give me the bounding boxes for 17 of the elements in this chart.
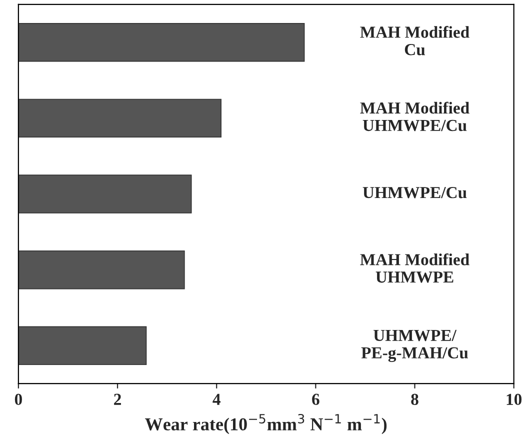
x-tick-label: 10 xyxy=(506,394,522,406)
y-tick-label: MAH Modified UHMWPE xyxy=(360,253,470,283)
y-tick-label: MAH Modified UHMWPE/Cu xyxy=(360,102,470,132)
bar xyxy=(18,98,222,138)
text: Wear rate(10$^{−5}$mm$^{3}$ N$^{−1}$ m$^{−1}$) xyxy=(145,414,387,434)
bar xyxy=(18,22,305,62)
y-tick-label: UHMWPE/ PE-g-MAH/Cu xyxy=(361,330,468,362)
x-tick-label: 4 xyxy=(212,394,220,405)
bar xyxy=(18,174,192,214)
y-tick-label: UHMWPE/Cu xyxy=(362,186,467,198)
bar xyxy=(18,326,147,366)
y-tick-label: MAH Modified Cu xyxy=(360,26,470,56)
bar xyxy=(18,250,185,290)
x-tick-label: 6 xyxy=(312,394,320,406)
x-tick-label: 8 xyxy=(411,394,418,406)
x-tick-label: 0 xyxy=(14,394,22,406)
x-tick-label: 2 xyxy=(114,394,121,405)
